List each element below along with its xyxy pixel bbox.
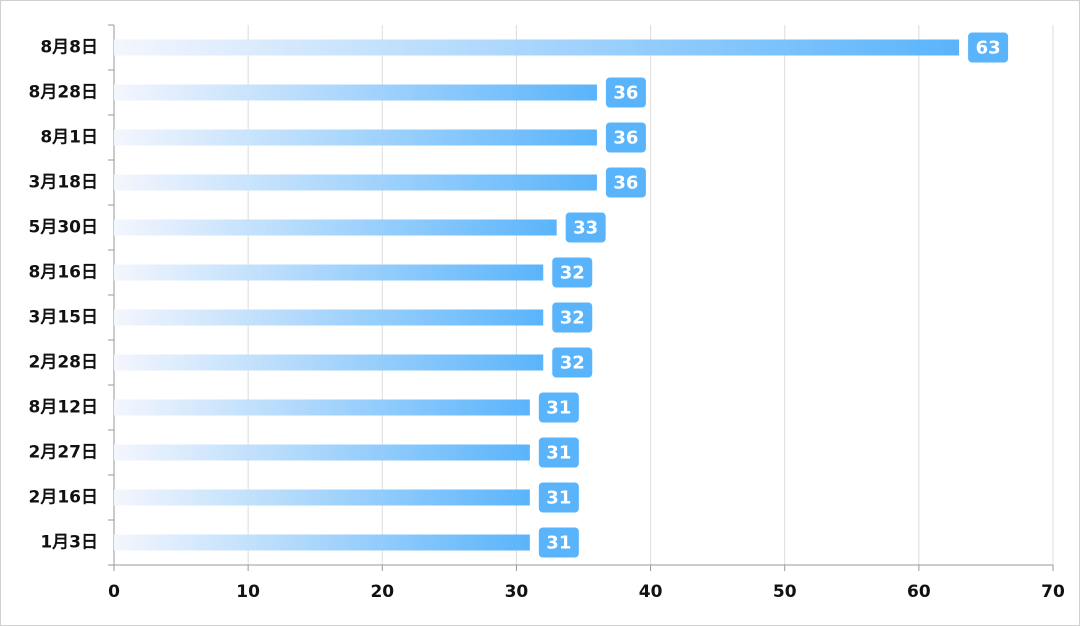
bar: [114, 264, 544, 281]
y-tick-label: 3月18日: [29, 173, 99, 193]
x-tick-label: 60: [907, 582, 931, 602]
value-label: 32: [560, 263, 585, 284]
value-label-box: [565, 212, 606, 243]
value-label-box: [538, 527, 579, 558]
value-label-box: [538, 437, 579, 468]
value-label-box: [605, 122, 646, 153]
value-label-box: [552, 347, 593, 378]
bar: [114, 354, 544, 371]
y-tick-label: 3月15日: [29, 308, 99, 328]
value-label: 31: [546, 488, 571, 509]
x-tick-label: 30: [505, 582, 529, 602]
y-tick-label: 5月30日: [29, 218, 99, 238]
y-tick-label: 8月8日: [40, 38, 98, 58]
x-tick-label: 0: [108, 582, 120, 602]
y-tick-label: 8月1日: [40, 128, 98, 148]
bar: [114, 84, 597, 101]
value-label-box: [968, 32, 1009, 63]
value-label-box: [538, 482, 579, 513]
value-label: 33: [573, 218, 598, 239]
value-label: 36: [613, 83, 638, 104]
value-label-box: [538, 392, 579, 423]
y-tick-label: 2月27日: [29, 443, 99, 463]
bar: [114, 534, 530, 551]
y-tick-label: 2月16日: [29, 488, 99, 508]
value-label: 63: [976, 38, 1001, 59]
x-tick-label: 40: [639, 582, 663, 602]
value-label-box: [605, 77, 646, 108]
x-tick-label: 70: [1041, 582, 1065, 602]
y-tick-label: 8月16日: [29, 263, 99, 283]
y-tick-label: 1月3日: [40, 533, 98, 553]
value-label-box: [552, 302, 593, 333]
value-label: 31: [546, 533, 571, 554]
value-label: 31: [546, 443, 571, 464]
bar: [114, 174, 597, 191]
value-label: 31: [546, 398, 571, 419]
x-tick-label: 10: [236, 582, 260, 602]
bar: [114, 444, 530, 461]
x-tick-label: 50: [773, 582, 797, 602]
value-label-box: [605, 167, 646, 198]
value-label: 32: [560, 308, 585, 329]
value-label-box: [552, 257, 593, 288]
y-tick-label: 2月28日: [29, 353, 99, 373]
y-tick-label: 8月12日: [29, 398, 99, 418]
y-tick-label: 8月28日: [29, 83, 99, 103]
x-tick-label: 20: [370, 582, 394, 602]
bar: [114, 39, 960, 56]
value-label: 32: [560, 353, 585, 374]
bar: [114, 399, 530, 416]
value-label: 36: [613, 128, 638, 149]
value-label: 36: [613, 173, 638, 194]
bar: [114, 129, 597, 146]
bar: [114, 309, 544, 326]
bar: [114, 219, 557, 236]
bar: [114, 489, 530, 506]
